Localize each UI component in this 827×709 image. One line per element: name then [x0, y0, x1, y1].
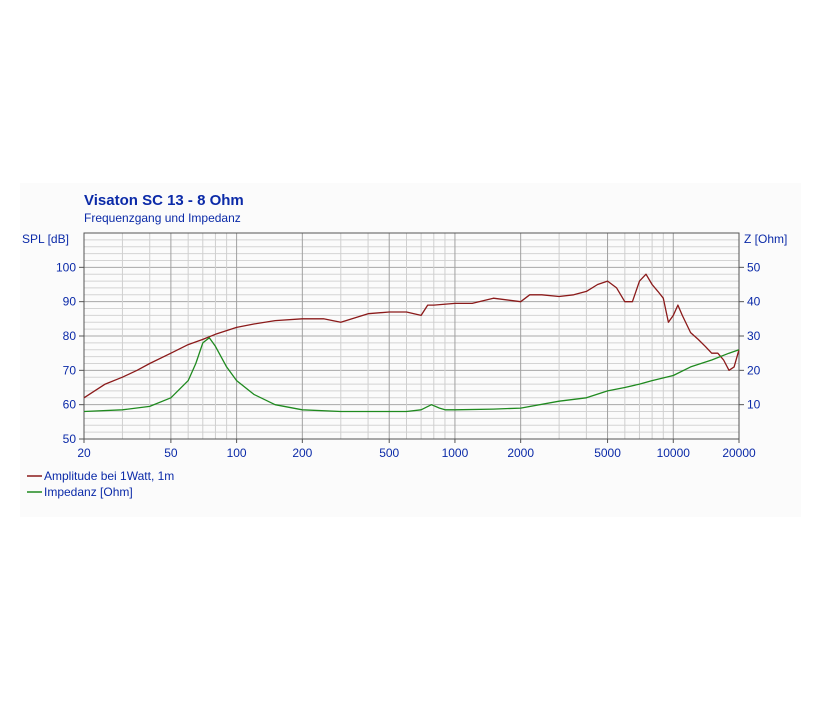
x-tick-label: 500 [379, 446, 399, 460]
y-axis-left-label: SPL [dB] [22, 232, 69, 246]
y-left-tick-label: 70 [63, 363, 77, 377]
y-axis-right-label: Z [Ohm] [744, 232, 787, 246]
x-tick-label: 5000 [594, 446, 621, 460]
x-tick-label: 2000 [507, 446, 534, 460]
legend: Amplitude bei 1Watt, 1m Impedanz [Ohm] [27, 469, 174, 499]
y-right-tick-label: 50 [747, 260, 761, 274]
y-left-tick-label: 90 [63, 295, 77, 309]
x-tick-label: 50 [164, 446, 178, 460]
y-left-tick-label: 100 [56, 260, 76, 274]
y-right-tick-label: 20 [747, 363, 761, 377]
x-tick-label: 20 [77, 446, 91, 460]
x-tick-label: 100 [227, 446, 247, 460]
y-right-tick-label: 10 [747, 398, 761, 412]
legend-label: Impedanz [Ohm] [44, 485, 133, 499]
legend-label: Amplitude bei 1Watt, 1m [44, 469, 174, 483]
y-left-tick-label: 80 [63, 329, 77, 343]
chart-title: Visaton SC 13 - 8 Ohm [84, 192, 244, 209]
y-left-tick-label: 60 [63, 398, 77, 412]
y-right-tick-label: 40 [747, 295, 761, 309]
x-tick-label: 200 [292, 446, 312, 460]
axis-ticks: 20 50 100 200 500 1000 2000 5000 10000 2000050607… [56, 260, 761, 460]
series-group [83, 273, 740, 413]
x-tick-label: 10000 [657, 446, 691, 460]
series-line-amplitude [83, 273, 740, 399]
x-tick-label: 20000 [722, 446, 756, 460]
chart-subtitle: Frequenzgang und Impedanz [84, 211, 241, 225]
x-tick-label: 1000 [442, 446, 469, 460]
series-line-impedance [83, 337, 740, 413]
y-right-tick-label: 30 [747, 329, 761, 343]
y-left-tick-label: 50 [63, 432, 77, 446]
